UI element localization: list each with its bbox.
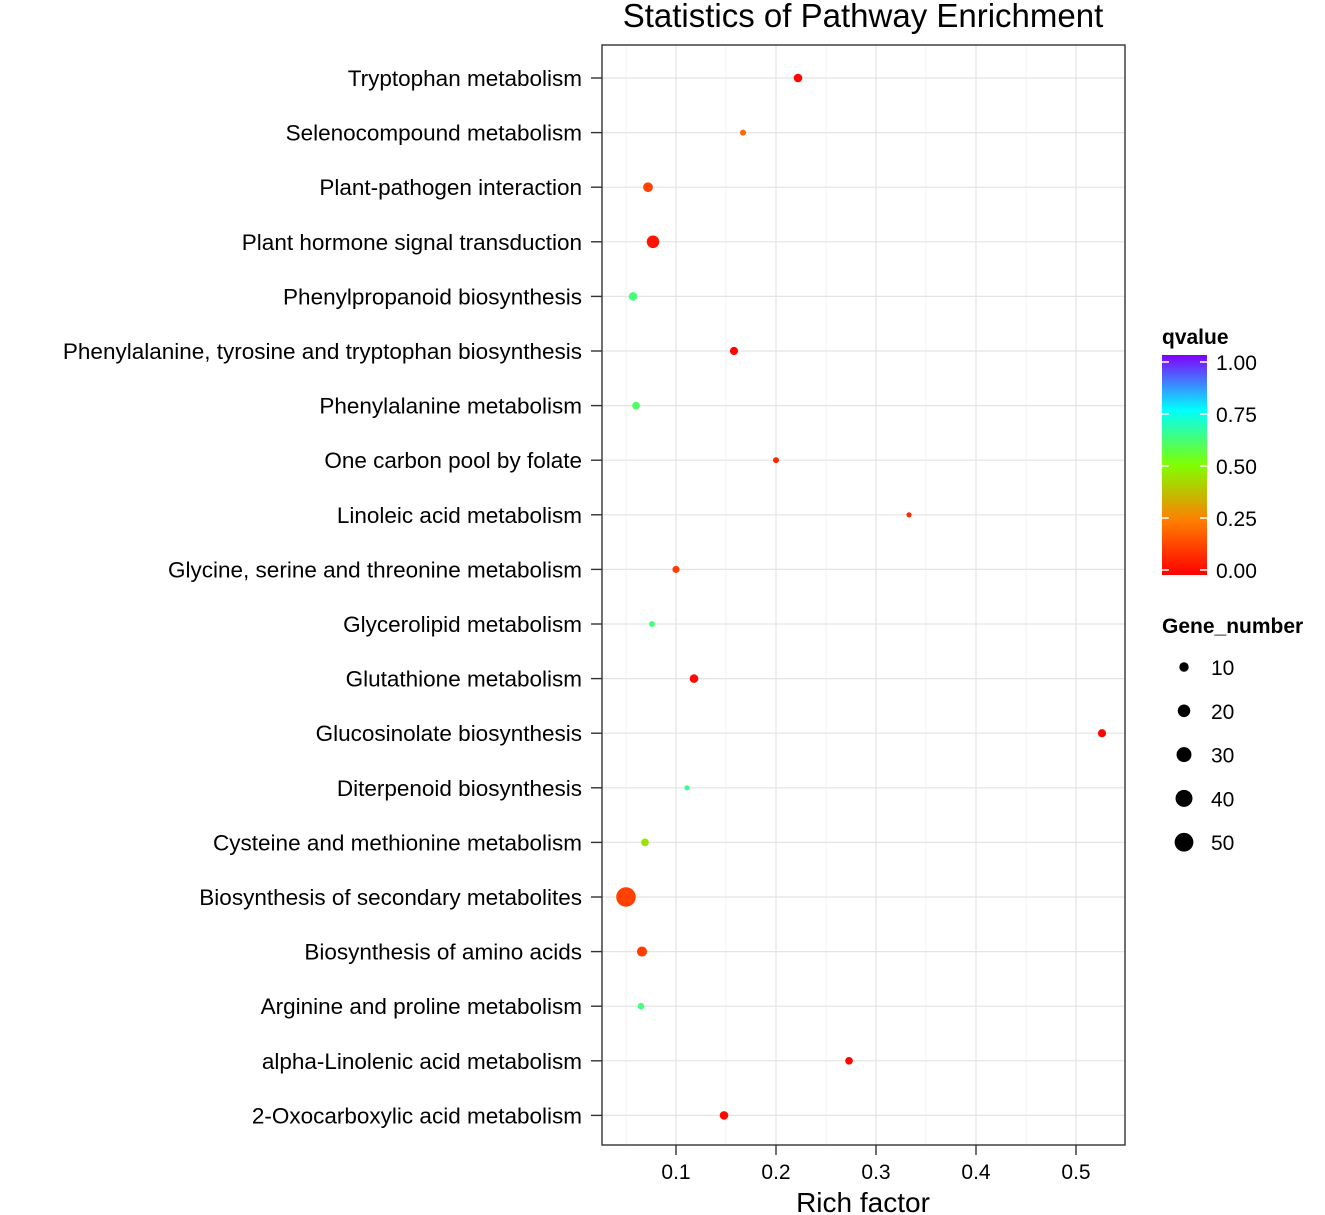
- qvalue-legend: qvalue 1.00 0.75 0.50 0.25 0.00: [1162, 326, 1257, 583]
- x-axis-label: Rich factor: [796, 1187, 930, 1215]
- x-tick-label: 0.3: [861, 1161, 890, 1184]
- data-point: [689, 674, 699, 683]
- x-axis: 0.1 0.2 0.3 0.4 0.5: [661, 1145, 1091, 1184]
- y-tick-label: 2-Oxocarboxylic acid metabolism: [252, 1103, 582, 1128]
- colorbar-tick-label: 0.25: [1216, 508, 1257, 531]
- data-point: [628, 292, 638, 301]
- gene-number-legend: Gene_number 10 20 30 40 50: [1162, 615, 1303, 855]
- y-tick-label: Arginine and proline metabolism: [261, 994, 582, 1019]
- y-tick-label: Diterpenoid biosynthesis: [337, 776, 582, 801]
- y-tick-label: Glycerolipid metabolism: [343, 612, 582, 637]
- grid: [602, 45, 1125, 1145]
- gene-number-legend-title: Gene_number: [1162, 615, 1303, 638]
- data-point: [729, 346, 739, 356]
- colorbar-tick-label: 1.00: [1216, 352, 1257, 375]
- y-tick-label: Phenylalanine metabolism: [319, 394, 582, 419]
- data-point: [740, 129, 746, 136]
- size-legend-label: 40: [1211, 788, 1234, 811]
- data-point: [649, 621, 655, 627]
- data-point: [906, 512, 912, 518]
- y-axis: Tryptophan metabolism Selenocompound meta…: [63, 66, 602, 1128]
- y-tick-label: Tryptophan metabolism: [348, 66, 582, 91]
- x-tick-label: 0.1: [661, 1161, 690, 1184]
- data-point: [684, 785, 690, 791]
- size-legend-dot: [1174, 832, 1194, 852]
- y-tick-label: Glutathione metabolism: [346, 667, 582, 692]
- y-tick-label: Phenylpropanoid biosynthesis: [283, 284, 582, 309]
- y-tick-label: Selenocompound metabolism: [286, 121, 582, 146]
- data-point: [1097, 729, 1107, 738]
- x-tick-label: 0.5: [1061, 1161, 1090, 1184]
- data-point: [646, 235, 660, 249]
- x-tick-label: 0.4: [961, 1161, 991, 1184]
- plot-panel-border: [601, 44, 1126, 1146]
- y-tick-label: Cysteine and methionine metabolism: [213, 830, 582, 855]
- data-point: [616, 887, 636, 907]
- data-points: [616, 73, 1107, 1120]
- data-point: [672, 565, 680, 573]
- y-tick-label: Biosynthesis of secondary metabolites: [199, 885, 582, 910]
- data-point: [643, 182, 653, 193]
- size-legend-dot: [1179, 662, 1189, 672]
- size-legend-dot: [1176, 747, 1192, 763]
- colorbar-tick-label: 0.50: [1216, 456, 1257, 479]
- chart-title: Statistics of Pathway Enrichment: [623, 0, 1104, 34]
- y-tick-label: Linoleic acid metabolism: [337, 503, 582, 528]
- y-tick-label: alpha-Linolenic acid metabolism: [262, 1049, 582, 1074]
- y-tick-label: Plant-pathogen interaction: [319, 175, 582, 200]
- colorbar-tick-label: 0.75: [1216, 404, 1257, 427]
- qvalue-colorbar: [1162, 355, 1207, 575]
- y-tick-label: Biosynthesis of amino acids: [304, 940, 582, 965]
- x-tick-label: 0.2: [761, 1161, 790, 1184]
- y-tick-label: Glucosinolate biosynthesis: [316, 721, 582, 746]
- data-point: [793, 73, 803, 83]
- y-tick-label: Glycine, serine and threonine metabolism: [168, 557, 582, 582]
- data-point: [719, 1111, 729, 1120]
- data-point: [773, 457, 779, 464]
- data-point: [641, 838, 649, 847]
- data-point: [845, 1056, 853, 1065]
- size-legend-label: 30: [1211, 745, 1234, 768]
- colorbar-tick-label: 0.00: [1216, 560, 1257, 583]
- y-tick-label: One carbon pool by folate: [324, 448, 582, 473]
- data-point: [632, 401, 640, 410]
- size-legend-label: 10: [1211, 657, 1234, 680]
- size-legend-label: 20: [1211, 701, 1234, 724]
- data-point: [636, 946, 648, 957]
- size-legend-dot: [1177, 704, 1191, 718]
- y-tick-label: Plant hormone signal transduction: [242, 230, 582, 255]
- size-legend-label: 50: [1211, 832, 1234, 855]
- size-legend-dot: [1175, 789, 1193, 807]
- data-point: [637, 1002, 645, 1010]
- y-tick-label: Phenylalanine, tyrosine and tryptophan b…: [63, 339, 582, 364]
- qvalue-legend-title: qvalue: [1162, 326, 1229, 349]
